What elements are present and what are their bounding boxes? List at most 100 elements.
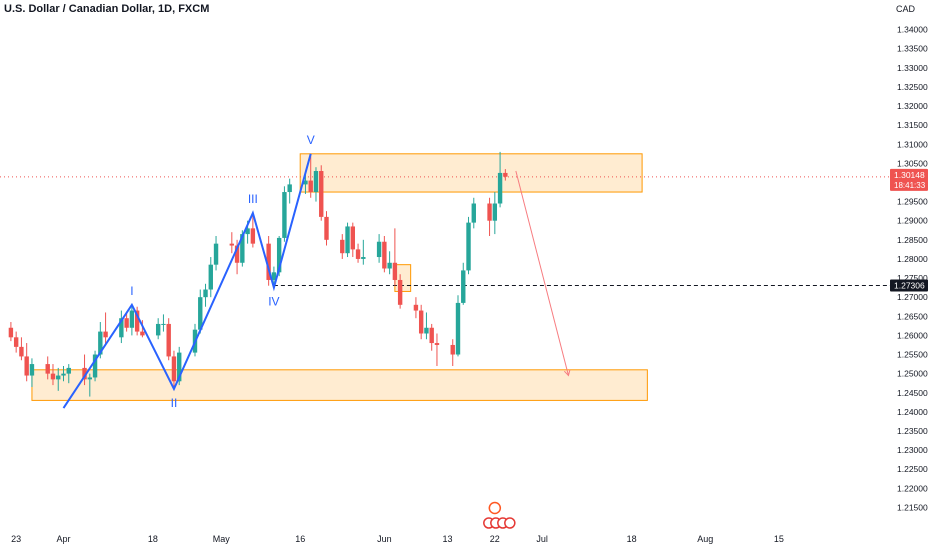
event-icons	[483, 501, 516, 529]
candle	[355, 243, 361, 263]
candle	[487, 197, 492, 237]
y-tick-label: 1.33500	[897, 44, 928, 54]
candle	[61, 365, 66, 382]
candle	[119, 310, 124, 344]
candle	[434, 333, 440, 366]
candle-body	[161, 323, 166, 325]
candle-body	[198, 297, 203, 330]
candle	[213, 236, 219, 271]
candle	[208, 257, 213, 298]
candle	[8, 322, 14, 342]
candle	[497, 151, 503, 208]
candle	[313, 167, 319, 202]
y-tick-label: 1.24000	[897, 407, 928, 417]
candle	[87, 373, 92, 397]
candle-body	[303, 180, 308, 185]
y-tick-label: 1.27500	[897, 273, 928, 283]
y-tick-label: 1.23000	[897, 445, 928, 455]
candle	[455, 295, 461, 357]
level-price-tag: 1.27306	[890, 279, 928, 292]
y-tick-label: 1.25000	[897, 369, 928, 379]
candle-body	[313, 171, 319, 193]
axis-layer: 1.34000 1.33500 1.33000 1.32500 1.32000 1.315…	[11, 25, 928, 544]
candle-body	[50, 373, 56, 380]
y-tick-label: 1.29500	[897, 197, 928, 207]
candle-body	[19, 346, 24, 357]
y-tick-label: 1.26000	[897, 330, 928, 340]
candle-body	[66, 367, 71, 374]
x-tick-label: Apr	[56, 534, 70, 544]
candle	[203, 283, 208, 307]
candle	[461, 262, 466, 305]
candle	[140, 320, 145, 338]
elliott-wave-line	[62, 153, 312, 409]
candle-body	[213, 243, 219, 265]
candle	[319, 165, 324, 221]
candle-body	[413, 304, 419, 311]
candle	[103, 312, 108, 345]
candle	[471, 197, 476, 229]
candle-body	[424, 327, 429, 334]
candle	[287, 178, 292, 204]
candle-body	[387, 262, 392, 269]
y-tick-label: 1.31000	[897, 139, 928, 149]
candle	[82, 354, 87, 386]
candle-body	[56, 375, 61, 380]
candle	[155, 318, 161, 340]
candle-body	[124, 318, 129, 328]
candle	[166, 318, 171, 361]
y-tick-label: 1.24500	[897, 388, 928, 398]
y-tick-label: 1.28000	[897, 254, 928, 264]
candle-body	[471, 203, 476, 223]
candle	[324, 211, 329, 246]
wave-label-IV: IV	[268, 295, 279, 309]
x-tick-label: 18	[148, 534, 158, 544]
candle-body	[166, 323, 171, 357]
countdown-timer: 18:41:33	[894, 181, 926, 190]
candle-body	[240, 234, 245, 263]
candle	[429, 323, 434, 351]
candle	[134, 306, 140, 336]
candle	[492, 192, 498, 235]
candle-body	[171, 356, 177, 382]
candle	[234, 239, 240, 275]
candle-body	[276, 237, 282, 273]
candle	[56, 367, 61, 391]
candle-body	[266, 243, 271, 280]
event-flag-icon	[488, 501, 502, 515]
current-price-tag-bg	[890, 168, 928, 191]
level-price-value: 1.27306	[894, 280, 925, 290]
candle-body	[177, 352, 182, 382]
candle	[361, 239, 366, 265]
y-tick-label: 1.30500	[897, 158, 928, 168]
candle-body	[134, 310, 140, 332]
candle-body	[287, 184, 292, 193]
candle	[376, 234, 382, 263]
candle	[392, 228, 398, 286]
projection-arrow-head	[563, 369, 571, 377]
candle-body	[345, 226, 350, 254]
candle	[282, 186, 287, 242]
x-tick-label: 15	[774, 534, 784, 544]
x-tick-label: 16	[295, 534, 305, 544]
wave-label-V: V	[307, 133, 315, 147]
candle	[229, 232, 235, 254]
wave-label-I: I	[130, 284, 133, 298]
y-tick-label: 1.34000	[897, 25, 928, 35]
candle-body	[355, 249, 361, 259]
x-tick-label: Aug	[697, 534, 713, 544]
candle	[413, 297, 419, 319]
candle-body	[45, 364, 50, 374]
y-tick-label: 1.28500	[897, 235, 928, 245]
candle	[13, 331, 19, 353]
y-tick-label: 1.27000	[897, 292, 928, 302]
candle	[124, 312, 129, 332]
candle-body	[245, 228, 250, 235]
candle	[450, 339, 455, 366]
candle-body	[361, 257, 366, 259]
